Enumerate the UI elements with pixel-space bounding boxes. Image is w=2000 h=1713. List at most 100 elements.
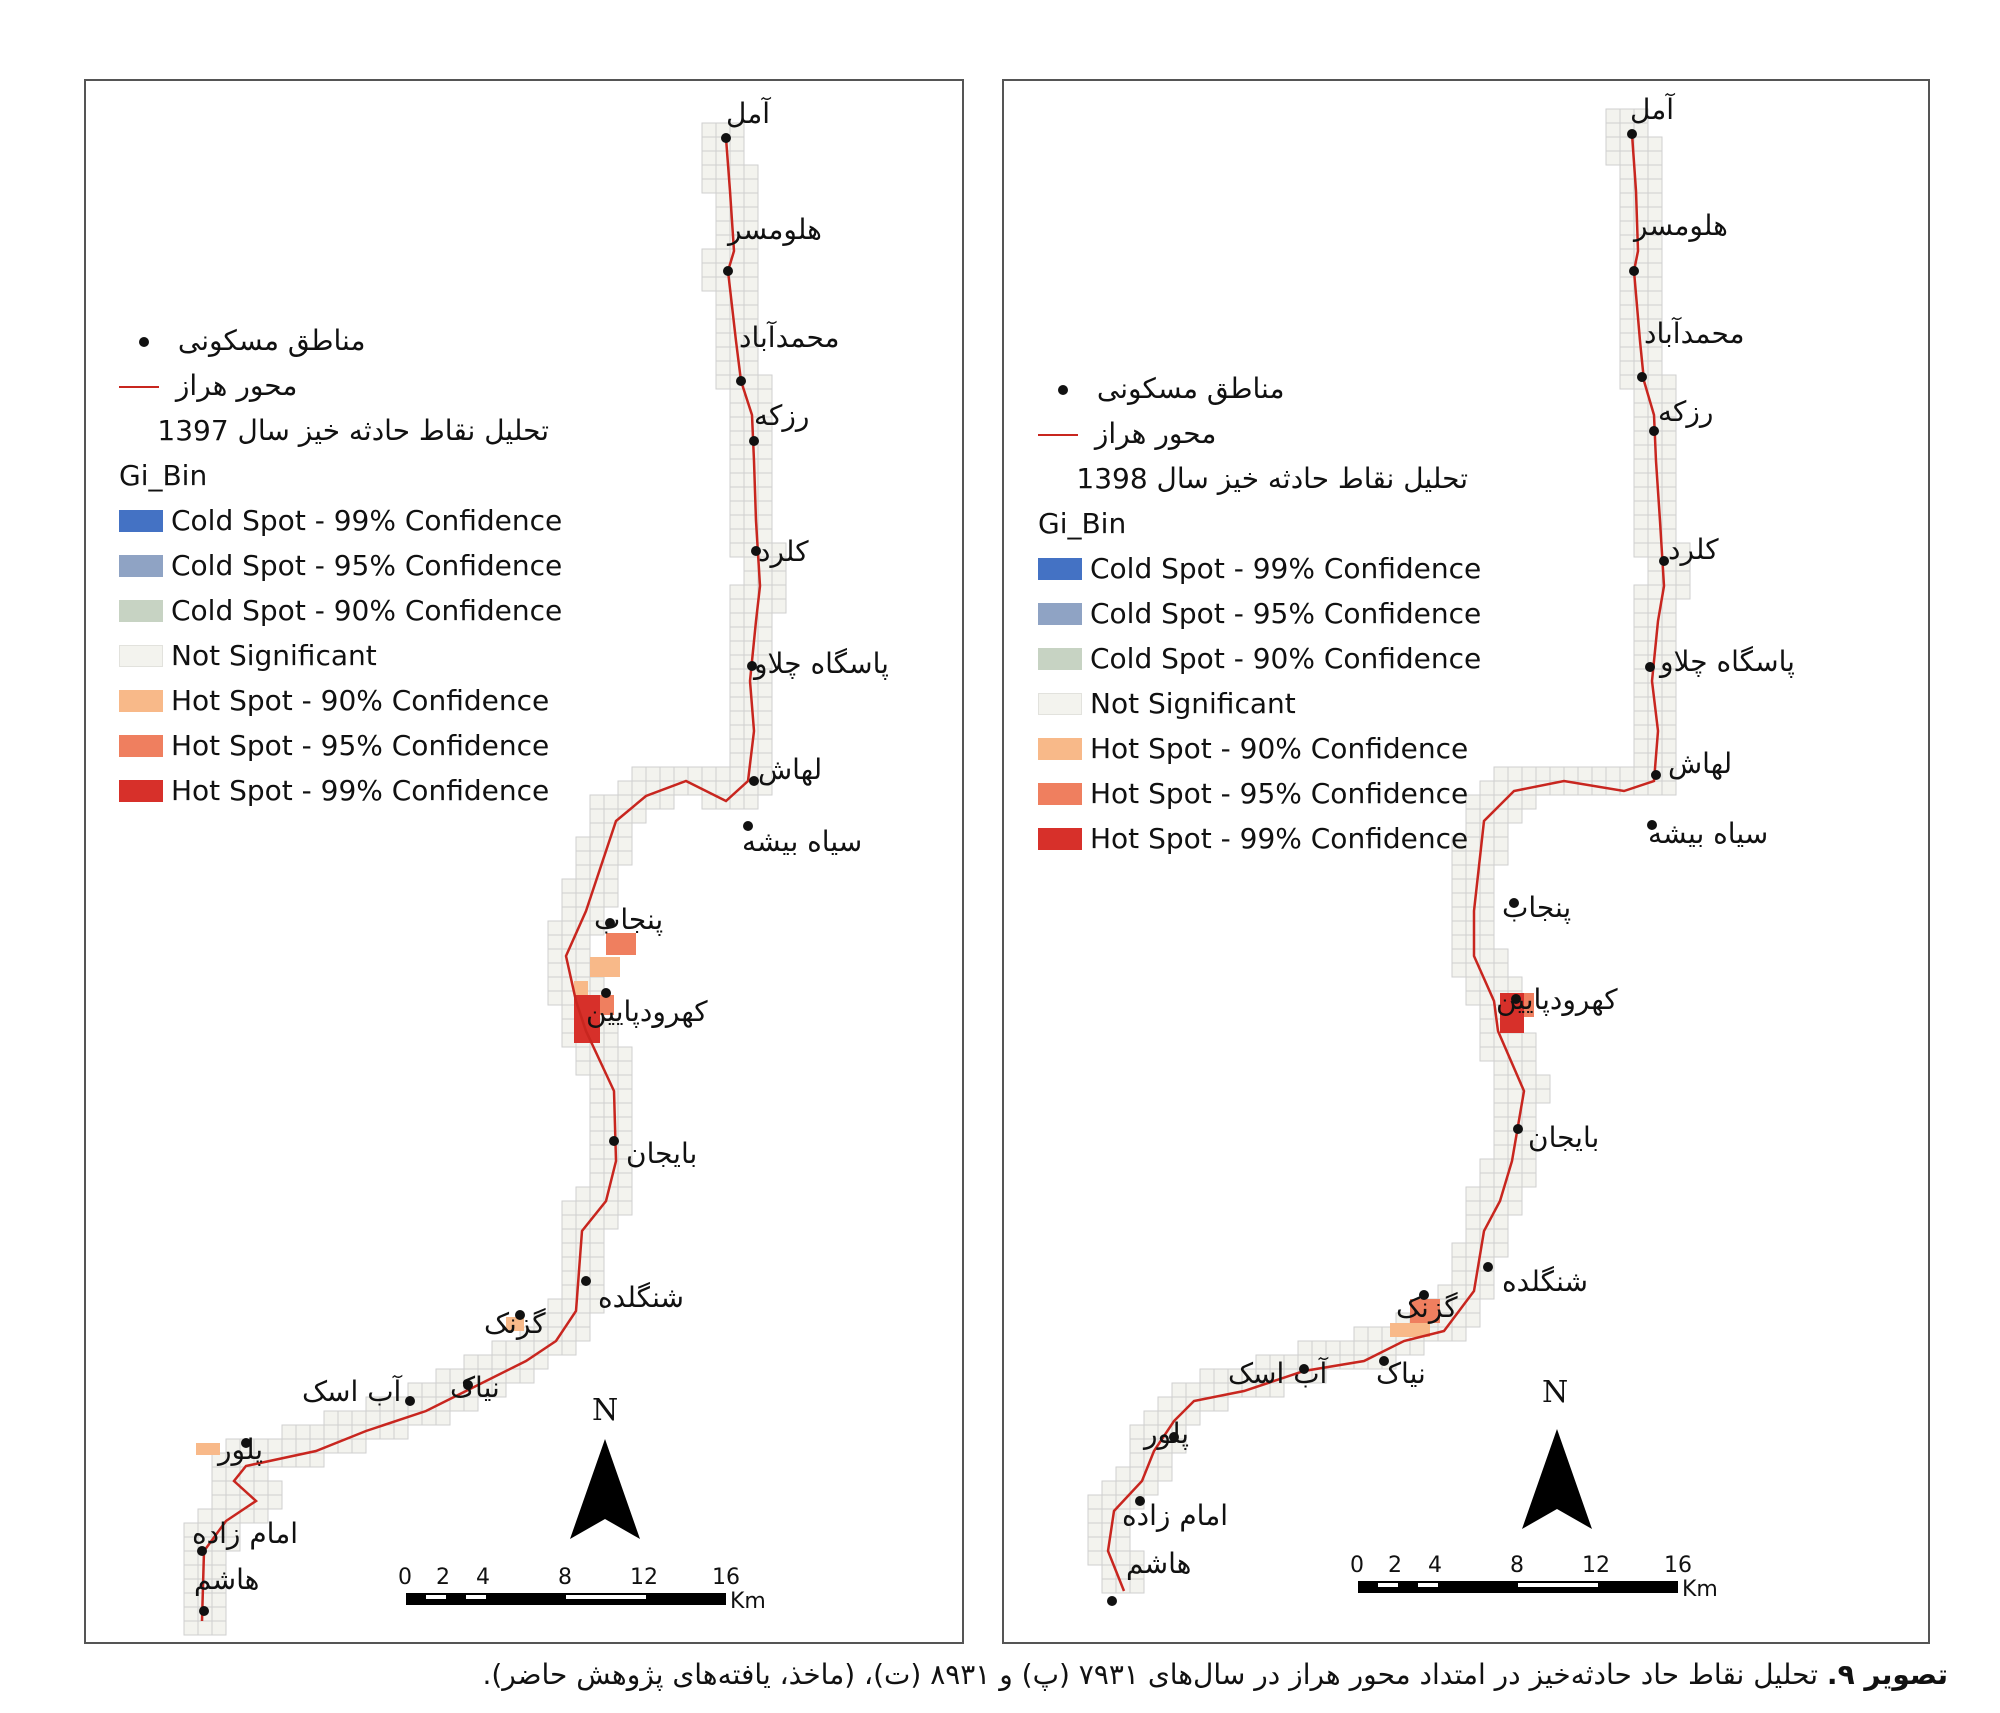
grid-cell — [1647, 570, 1663, 586]
grid-cell — [1521, 1158, 1537, 1174]
grid-cell — [617, 794, 633, 810]
map-panel-1397: مناطق مسکونی محور هراز تحلیل نقاط حادثه … — [84, 79, 964, 1644]
settlement-dot — [1651, 770, 1661, 780]
grid-cell — [729, 584, 745, 600]
grid-cell — [729, 640, 745, 656]
grid-cell — [407, 1382, 423, 1398]
scale-tick-label: 0 — [398, 1565, 412, 1590]
grid-cell — [1493, 850, 1509, 866]
grid-cell — [351, 1410, 367, 1426]
grid-cell — [687, 766, 703, 782]
grid-cell — [1661, 444, 1677, 460]
grid-cell — [603, 864, 619, 880]
grid-cell — [701, 276, 717, 292]
place-label: کهرودپایین — [1496, 983, 1618, 1016]
grid-cell — [435, 1410, 451, 1426]
grid-cell — [1171, 1382, 1187, 1398]
grid-cell — [729, 682, 745, 698]
grid-cell — [589, 1144, 605, 1160]
grid-cell — [1633, 402, 1649, 418]
grid-cell — [575, 1312, 591, 1328]
legend-settlements-label: مناطق مسکونی — [1096, 372, 1285, 405]
settlement-dot — [581, 1276, 591, 1286]
settlement-dot — [1659, 556, 1669, 566]
grid-cell — [1521, 1102, 1537, 1118]
grid-cell — [561, 1284, 577, 1300]
grid-cell — [505, 1340, 521, 1356]
settlement-dot — [743, 821, 753, 831]
grid-cell — [1647, 164, 1663, 180]
grid-cell — [1675, 584, 1691, 600]
grid-cell — [547, 1298, 563, 1314]
scale-tick-label: 12 — [630, 1565, 658, 1590]
grid-cell — [379, 1424, 395, 1440]
grid-cell — [463, 1396, 479, 1412]
grid-cell — [1479, 1046, 1495, 1062]
grid-cell — [715, 780, 731, 796]
grid-cell — [715, 360, 731, 376]
place-label: رزکه — [1658, 395, 1714, 428]
grid-cell — [701, 122, 717, 138]
settlement-dot — [1513, 1124, 1523, 1134]
hotspot-cell — [196, 1443, 220, 1455]
grid-cell — [253, 1508, 269, 1524]
grid-cell — [561, 920, 577, 936]
grid-cell — [617, 850, 633, 866]
place-label: امام زاده — [1122, 1499, 1228, 1532]
grid-cell — [561, 1200, 577, 1216]
grid-cell — [309, 1424, 325, 1440]
grid-cell — [589, 1102, 605, 1118]
settlement-dot — [1169, 1432, 1179, 1442]
settlement-dot — [463, 1380, 473, 1390]
scale-tick-label: 12 — [1582, 1553, 1610, 1578]
grid-cell — [729, 710, 745, 726]
place-label: بایجان — [1528, 1121, 1600, 1154]
grid-cell — [1493, 1158, 1509, 1174]
grid-cell — [1619, 360, 1635, 376]
hotspot-cell — [606, 933, 636, 955]
grid-cell — [1185, 1382, 1201, 1398]
grid-cell — [1633, 696, 1649, 712]
grid-cell — [617, 836, 633, 852]
grid-cell — [757, 598, 773, 614]
grid-cell — [1101, 1480, 1117, 1496]
grid-cell — [1493, 1242, 1509, 1258]
grid-cell — [757, 780, 773, 796]
scale-tick-label: 0 — [1350, 1553, 1364, 1578]
grid-cell — [183, 1606, 199, 1622]
grid-cell — [1101, 1522, 1117, 1538]
grid-cell — [701, 794, 717, 810]
grid-cell — [1633, 724, 1649, 740]
grid-cell — [253, 1466, 269, 1482]
grid-cell — [1465, 1312, 1481, 1328]
grid-cell — [701, 164, 717, 180]
grid-cell — [743, 248, 759, 264]
grid-cell — [729, 514, 745, 530]
grid-cell — [743, 584, 759, 600]
grid-cell — [1465, 1214, 1481, 1230]
grid-cell — [519, 1340, 535, 1356]
grid-cell — [1591, 766, 1607, 782]
grid-cell — [589, 1172, 605, 1188]
grid-cell — [701, 262, 717, 278]
settlement-dot — [736, 376, 746, 386]
grid-cell — [1507, 1186, 1523, 1202]
settlement-dot — [405, 1396, 415, 1406]
grid-cell — [1115, 1466, 1131, 1482]
grid-cell — [421, 1410, 437, 1426]
grid-cell — [715, 248, 731, 264]
grid-cell — [547, 920, 563, 936]
settlement-dot — [1509, 898, 1519, 908]
place-label: پلور — [1144, 1417, 1190, 1450]
settlement-dot — [1645, 662, 1655, 672]
place-label: لهاش — [1668, 747, 1733, 780]
grid-cell — [1199, 1368, 1215, 1384]
scale-unit: Km — [1682, 1577, 1718, 1602]
grid-cell — [1325, 1340, 1341, 1356]
grid-cell — [1521, 1074, 1537, 1090]
grid-cells — [1087, 108, 1691, 1594]
grid-cell — [757, 738, 773, 754]
grid-cell — [729, 416, 745, 432]
settlement-dot — [197, 1546, 207, 1556]
grid-cell — [547, 990, 563, 1006]
